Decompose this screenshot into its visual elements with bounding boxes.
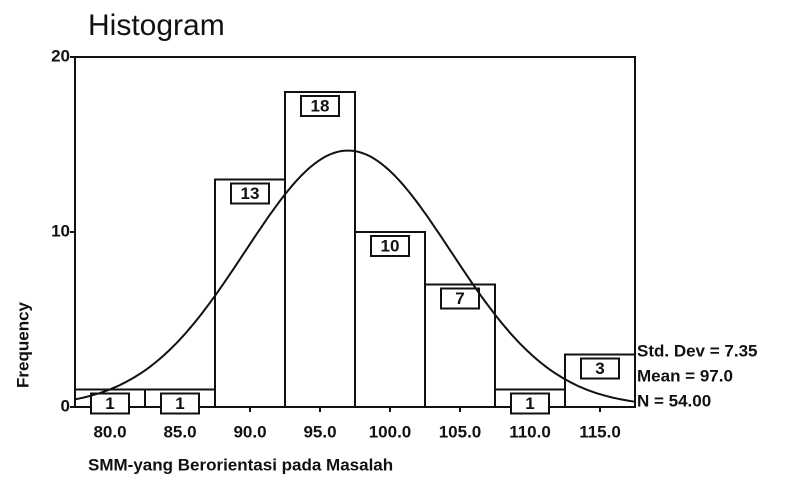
value-label-box [440, 287, 480, 310]
value-label: 10 [381, 236, 400, 255]
stats-label: N = 54.00 [637, 391, 711, 410]
y-tick-label: 0 [61, 396, 70, 415]
value-label: 1 [175, 394, 184, 413]
x-axis-label: SMM-yang Berorientasi pada Masalah [88, 455, 393, 474]
value-label: 7 [455, 289, 464, 308]
value-label-box [230, 182, 270, 205]
value-label: 13 [241, 184, 260, 203]
value-label: 1 [105, 394, 114, 413]
value-label: 3 [595, 359, 604, 378]
x-tick-label: 80.0 [93, 422, 126, 441]
value-label-box [580, 357, 620, 380]
value-label: 1 [525, 394, 534, 413]
value-label-box [90, 392, 130, 415]
chart-title: Histogram [88, 9, 225, 42]
stats-label: Std. Dev = 7.35 [637, 341, 757, 360]
stats-label: Mean = 97.0 [637, 366, 733, 385]
value-label-box [510, 392, 550, 415]
x-tick-label: 90.0 [233, 422, 266, 441]
x-tick-label: 100.0 [369, 422, 412, 441]
value-label: 18 [311, 96, 330, 115]
bar [354, 231, 426, 408]
bar [214, 178, 286, 408]
x-tick-label: 85.0 [163, 422, 196, 441]
value-label-box [370, 235, 410, 257]
y-axis-label: Frequency [13, 301, 32, 388]
value-label-box [300, 95, 340, 117]
x-tick-label: 105.0 [439, 422, 482, 441]
x-tick-label: 115.0 [579, 422, 621, 441]
y-tick-label: 20 [51, 46, 70, 65]
bar [284, 91, 356, 408]
normal-curve [74, 149, 636, 403]
x-tick-label: 110.0 [509, 422, 551, 441]
value-label-box [160, 392, 200, 415]
y-tick-label: 10 [51, 221, 70, 240]
x-tick-label: 95.0 [303, 422, 336, 441]
